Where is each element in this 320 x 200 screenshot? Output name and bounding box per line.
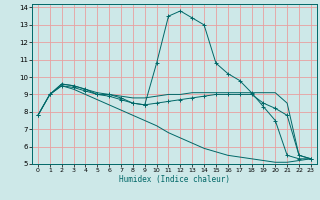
X-axis label: Humidex (Indice chaleur): Humidex (Indice chaleur) [119, 175, 230, 184]
